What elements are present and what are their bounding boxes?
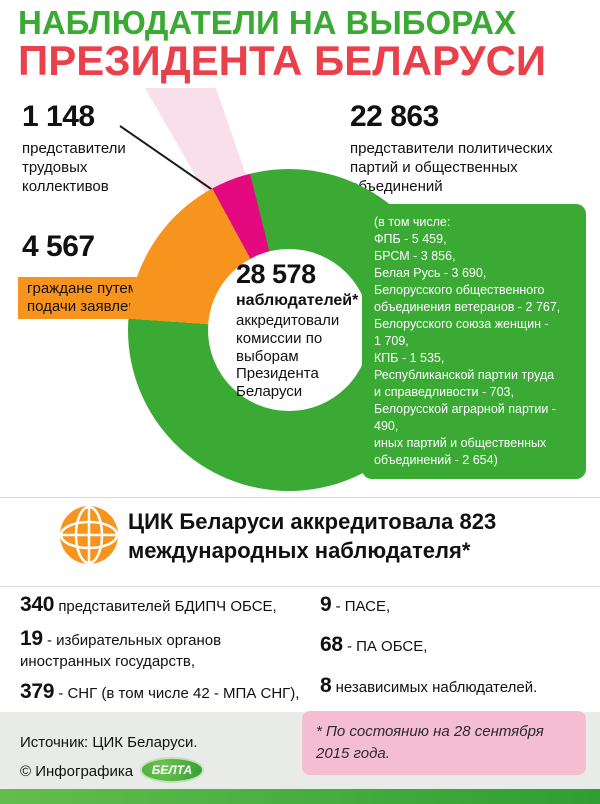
item-text: - избирательных органов иностранных госу… [20, 632, 222, 670]
donut-center: 28 578 наблюдателей* аккредитовали комис… [208, 249, 370, 411]
item-text: - СНГ (в том числе 42 - МПА СНГ), [58, 685, 300, 703]
list-item: 9 - ПАСЕ, [320, 592, 592, 618]
bottom-green-strip [0, 789, 600, 804]
divider-top [0, 497, 600, 498]
green-segment-label: представители политических партий и обще… [350, 140, 553, 195]
item-value: 340 [20, 593, 55, 616]
green-segment-value: 22 863 [350, 100, 439, 133]
copyright-text: © Инфографика [20, 763, 134, 780]
international-list-right: 9 - ПАСЕ, 68 - ПА ОБСЕ, 8 независимых на… [320, 592, 592, 713]
divider-middle [0, 586, 600, 587]
title-line2: ПРЕЗИДЕНТА БЕЛАРУСИ [18, 37, 547, 84]
international-heading: ЦИК Беларуси аккредитовала 823 междунаро… [128, 509, 497, 563]
item-value: 8 [320, 673, 332, 697]
item-text: - ПАСЕ, [335, 598, 391, 615]
item-value: 379 [20, 680, 55, 704]
item-value: 68 [320, 633, 343, 657]
donut-center-text: 28 578 наблюдателей* аккредитовали комис… [208, 259, 360, 400]
list-item: 340 представителей БДИПЧ ОБСЕ, [20, 592, 316, 618]
pink-segment-label: представители трудовых коллективов [22, 140, 126, 195]
item-value: 19 [20, 627, 43, 651]
item-text: представителей БДИПЧ ОБСЕ, [58, 598, 277, 615]
list-item: 19 - избирательных органов иностранных г… [20, 626, 316, 671]
orange-segment-value: 4 567 [22, 230, 95, 263]
source-text: Источник: ЦИК Беларуси. [20, 734, 198, 751]
footnote-box: * По состоянию на 28 сентября 2015 года. [302, 711, 586, 775]
item-value: 9 [320, 593, 332, 616]
item-text: независимых наблюдателей. [335, 678, 538, 696]
total-observers-value: 28 578 [236, 259, 316, 290]
globe-icon [59, 505, 119, 565]
international-list-left: 340 представителей БДИПЧ ОБСЕ, 19 - изби… [20, 592, 316, 714]
list-item: 68 - ПА ОБСЕ, [320, 632, 592, 658]
pink-segment-value: 1 148 [22, 100, 95, 133]
list-item: 379 - СНГ (в том числе 42 - МПА СНГ), [20, 679, 316, 705]
title-line1: НАБЛЮДАТЕЛИ НА ВЫБОРАХ [18, 4, 517, 41]
list-item: 8 независимых наблюдателей. [320, 673, 592, 699]
belta-logo: БЕЛТА [140, 757, 204, 783]
total-observers-unit: наблюдателей* [236, 292, 359, 310]
total-observers-caption: аккредитовали комиссии по выборам Презид… [236, 312, 340, 401]
item-text: - ПА ОБСЕ, [346, 638, 428, 656]
party-breakdown-box: (в том числе: ФПБ - 5 459, БРСМ - 3 856,… [362, 204, 586, 479]
